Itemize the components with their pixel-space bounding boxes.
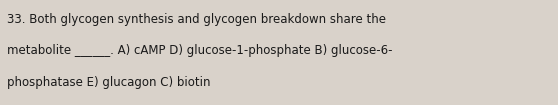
Text: 33. Both glycogen synthesis and glycogen breakdown share the: 33. Both glycogen synthesis and glycogen… (7, 13, 386, 26)
Text: metabolite ______. A) cAMP D) glucose-1-phosphate B) glucose-6-: metabolite ______. A) cAMP D) glucose-1-… (7, 44, 392, 57)
Text: phosphatase E) glucagon C) biotin: phosphatase E) glucagon C) biotin (7, 76, 210, 89)
